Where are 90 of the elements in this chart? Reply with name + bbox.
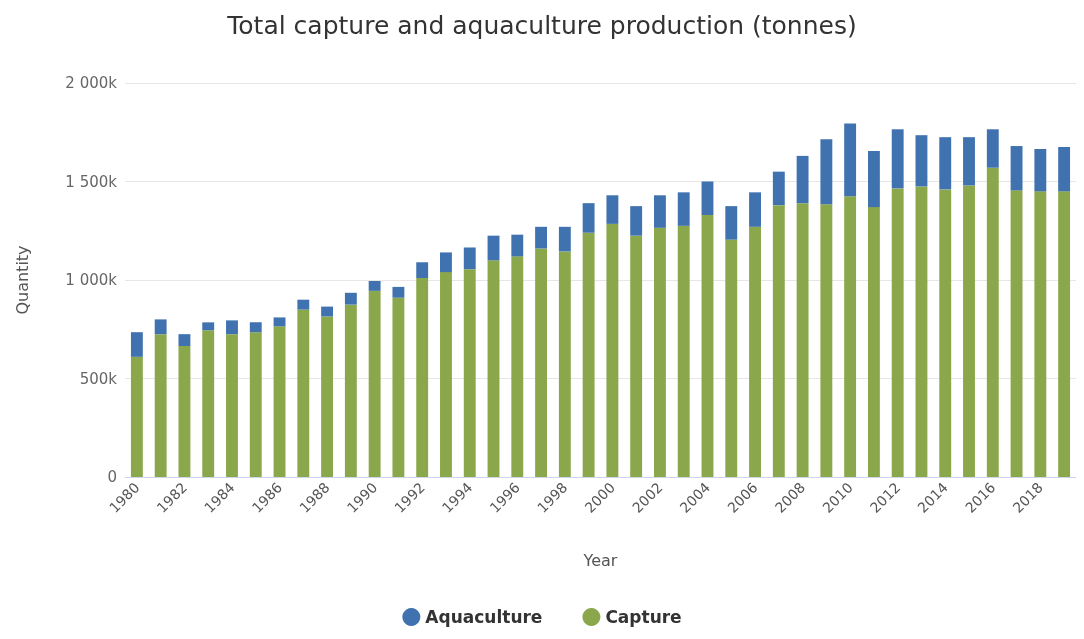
y-tick-label: 0	[107, 468, 117, 486]
bar	[1010, 190, 1023, 477]
bar	[701, 181, 714, 215]
bar	[368, 290, 381, 477]
y-axis-title: Quantity	[12, 245, 32, 315]
bar	[535, 248, 548, 477]
bar	[178, 346, 191, 477]
bar	[772, 171, 785, 206]
bar	[558, 251, 571, 477]
bar	[368, 280, 381, 291]
bar	[511, 256, 524, 477]
y-tick-label: 2 000k	[65, 74, 118, 92]
bar	[891, 188, 904, 477]
bar	[154, 334, 167, 477]
bar	[1034, 149, 1047, 192]
bar	[677, 192, 690, 226]
bar	[202, 330, 215, 477]
bar	[416, 262, 429, 279]
bar	[226, 334, 238, 477]
bar	[915, 186, 928, 477]
bar	[939, 189, 952, 477]
bar	[796, 203, 809, 477]
bar	[297, 309, 310, 477]
bar	[440, 252, 452, 273]
bar	[844, 123, 857, 197]
bar	[321, 316, 334, 477]
bar	[344, 304, 357, 477]
bar	[986, 167, 999, 477]
bar	[463, 269, 476, 477]
y-tick-label: 1 000k	[65, 271, 118, 289]
bar	[867, 207, 880, 477]
bar	[796, 155, 809, 204]
bar	[653, 227, 666, 477]
bar	[867, 150, 880, 208]
bar	[344, 292, 357, 305]
y-tick-label: 1 500k	[65, 172, 118, 191]
bar	[749, 226, 761, 477]
legend-label: Aquaculture	[425, 607, 543, 627]
bar	[749, 192, 761, 227]
bar	[701, 214, 714, 477]
bar	[606, 195, 619, 224]
bar	[986, 129, 999, 168]
bar	[606, 223, 619, 477]
bar	[249, 332, 262, 477]
bar	[226, 320, 238, 335]
bar	[1058, 147, 1071, 192]
bar	[487, 235, 500, 261]
bar	[558, 226, 571, 252]
bar	[772, 205, 785, 477]
bar	[392, 297, 405, 477]
bar	[440, 272, 452, 477]
bar	[297, 299, 310, 310]
bar	[725, 239, 738, 477]
bar	[582, 203, 595, 233]
bar	[273, 326, 286, 477]
bar	[273, 317, 286, 327]
bar	[939, 137, 952, 190]
bar	[130, 356, 143, 477]
bar	[202, 322, 215, 331]
bar	[677, 225, 690, 477]
legend-label: Capture	[605, 607, 682, 627]
x-axis-title: Year	[582, 550, 618, 570]
bar	[820, 139, 833, 205]
bar	[1058, 191, 1071, 477]
bar	[154, 319, 167, 335]
bar	[630, 206, 643, 236]
bar	[915, 135, 928, 187]
bar	[963, 137, 975, 186]
bar	[582, 232, 595, 477]
bar	[511, 234, 524, 257]
bar	[820, 204, 833, 477]
bar	[130, 332, 143, 357]
bar	[630, 235, 643, 477]
y-tick-label: 500k	[79, 369, 118, 388]
bar	[535, 226, 548, 249]
bar	[1034, 191, 1047, 477]
bar	[487, 260, 500, 477]
bar	[891, 129, 904, 189]
bar	[653, 195, 666, 228]
bar	[463, 247, 476, 270]
bar	[725, 206, 738, 240]
bar	[392, 286, 405, 298]
bar	[1010, 146, 1023, 191]
bar	[178, 334, 191, 346]
bar	[416, 278, 429, 477]
bar	[321, 306, 334, 317]
bar	[963, 185, 975, 477]
bar	[249, 322, 262, 333]
bar	[844, 196, 857, 477]
chart-title: Total capture and aquaculture production (tonnes)	[226, 11, 857, 40]
